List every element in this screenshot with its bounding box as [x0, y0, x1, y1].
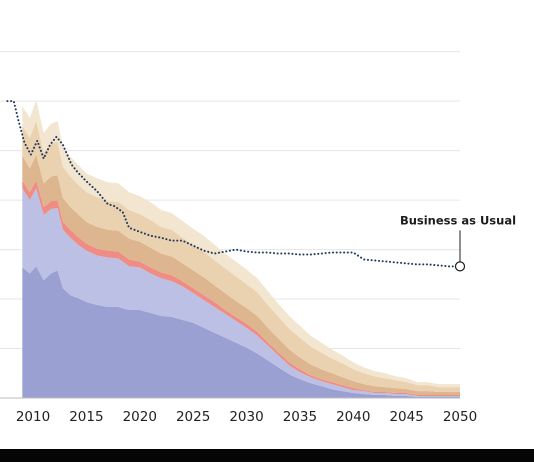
x-tick-label: 2045	[389, 409, 423, 425]
x-tick-label: 2025	[176, 409, 210, 425]
x-tick-label: 2015	[69, 409, 103, 425]
bottom-bar	[0, 449, 534, 462]
business-as-usual-series	[6, 100, 461, 268]
x-tick-label: 2050	[443, 409, 477, 425]
annotation-label: Business as Usual	[400, 213, 516, 227]
x-tick-label: 2010	[16, 409, 50, 425]
x-tick-label: 2040	[336, 409, 370, 425]
area-series-2	[22, 188, 460, 398]
x-tick-label: 2020	[123, 409, 157, 425]
x-axis: 2010 2015 2020 2025 2030 2035 2040 2045 2050	[16, 409, 477, 425]
area-series-1	[22, 266, 460, 398]
x-tick-label: 2030	[229, 409, 263, 425]
x-tick-label: 2035	[283, 409, 317, 425]
annotation-marker	[454, 261, 466, 272]
business-as-usual-line	[6, 100, 461, 268]
stacked-areas	[0, 100, 460, 399]
annotation: Business as Usual	[400, 213, 516, 272]
